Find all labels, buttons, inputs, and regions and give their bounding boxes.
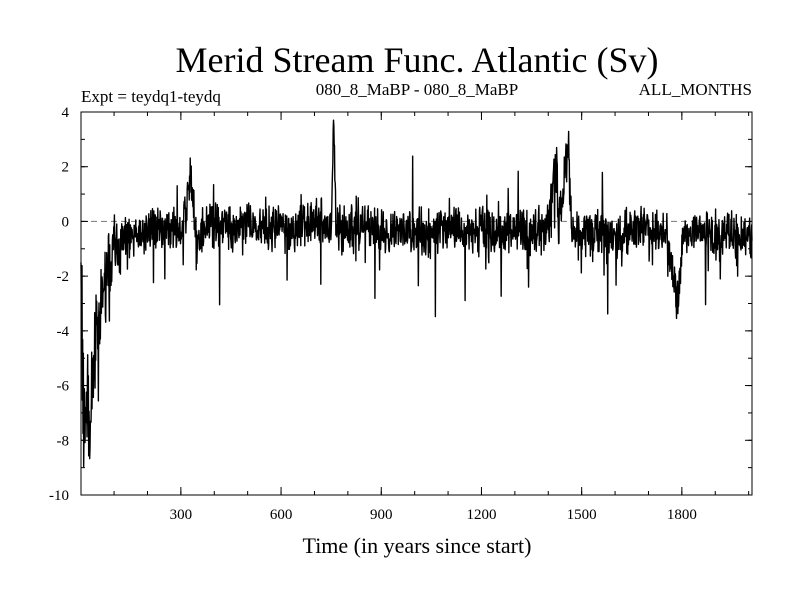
y-tick-label: -8: [57, 433, 70, 449]
x-axis: 300 600 900 1200 1500 1800: [113, 112, 750, 523]
y-tick-label: 4: [62, 105, 70, 121]
plot-frame: [80, 111, 753, 496]
y-tick-label: -4: [57, 324, 70, 340]
months-label: ALL_MONTHS: [639, 80, 752, 99]
x-tick-label: 900: [370, 507, 393, 523]
y-tick-label: -2: [57, 269, 70, 285]
y-tick-label: 2: [62, 160, 70, 176]
period-label: 080_8_MaBP - 080_8_MaBP: [316, 80, 518, 99]
plot-area: -10 -8 -6 -4 -2 0 2 4 300 600 900 1200 1500 1800: [49, 105, 753, 523]
x-tick-label: 1800: [667, 507, 697, 523]
experiment-label: Expt = teydq1-teydq: [81, 87, 221, 106]
x-tick-label: 600: [270, 507, 293, 523]
y-axis: -10 -8 -6 -4 -2 0 2 4: [49, 105, 752, 504]
y-tick-label: -10: [49, 488, 69, 504]
y-tick-label: 0: [62, 214, 70, 230]
x-tick-label: 1200: [466, 507, 496, 523]
x-axis-label: Time (in years since start): [303, 533, 532, 558]
chart-title: Merid Stream Func. Atlantic (Sv): [176, 40, 659, 80]
series-group: [80, 119, 753, 468]
y-tick-label: -6: [57, 379, 70, 395]
x-tick-label: 300: [170, 507, 193, 523]
series-line: [80, 119, 753, 468]
x-tick-label: 1500: [567, 507, 597, 523]
